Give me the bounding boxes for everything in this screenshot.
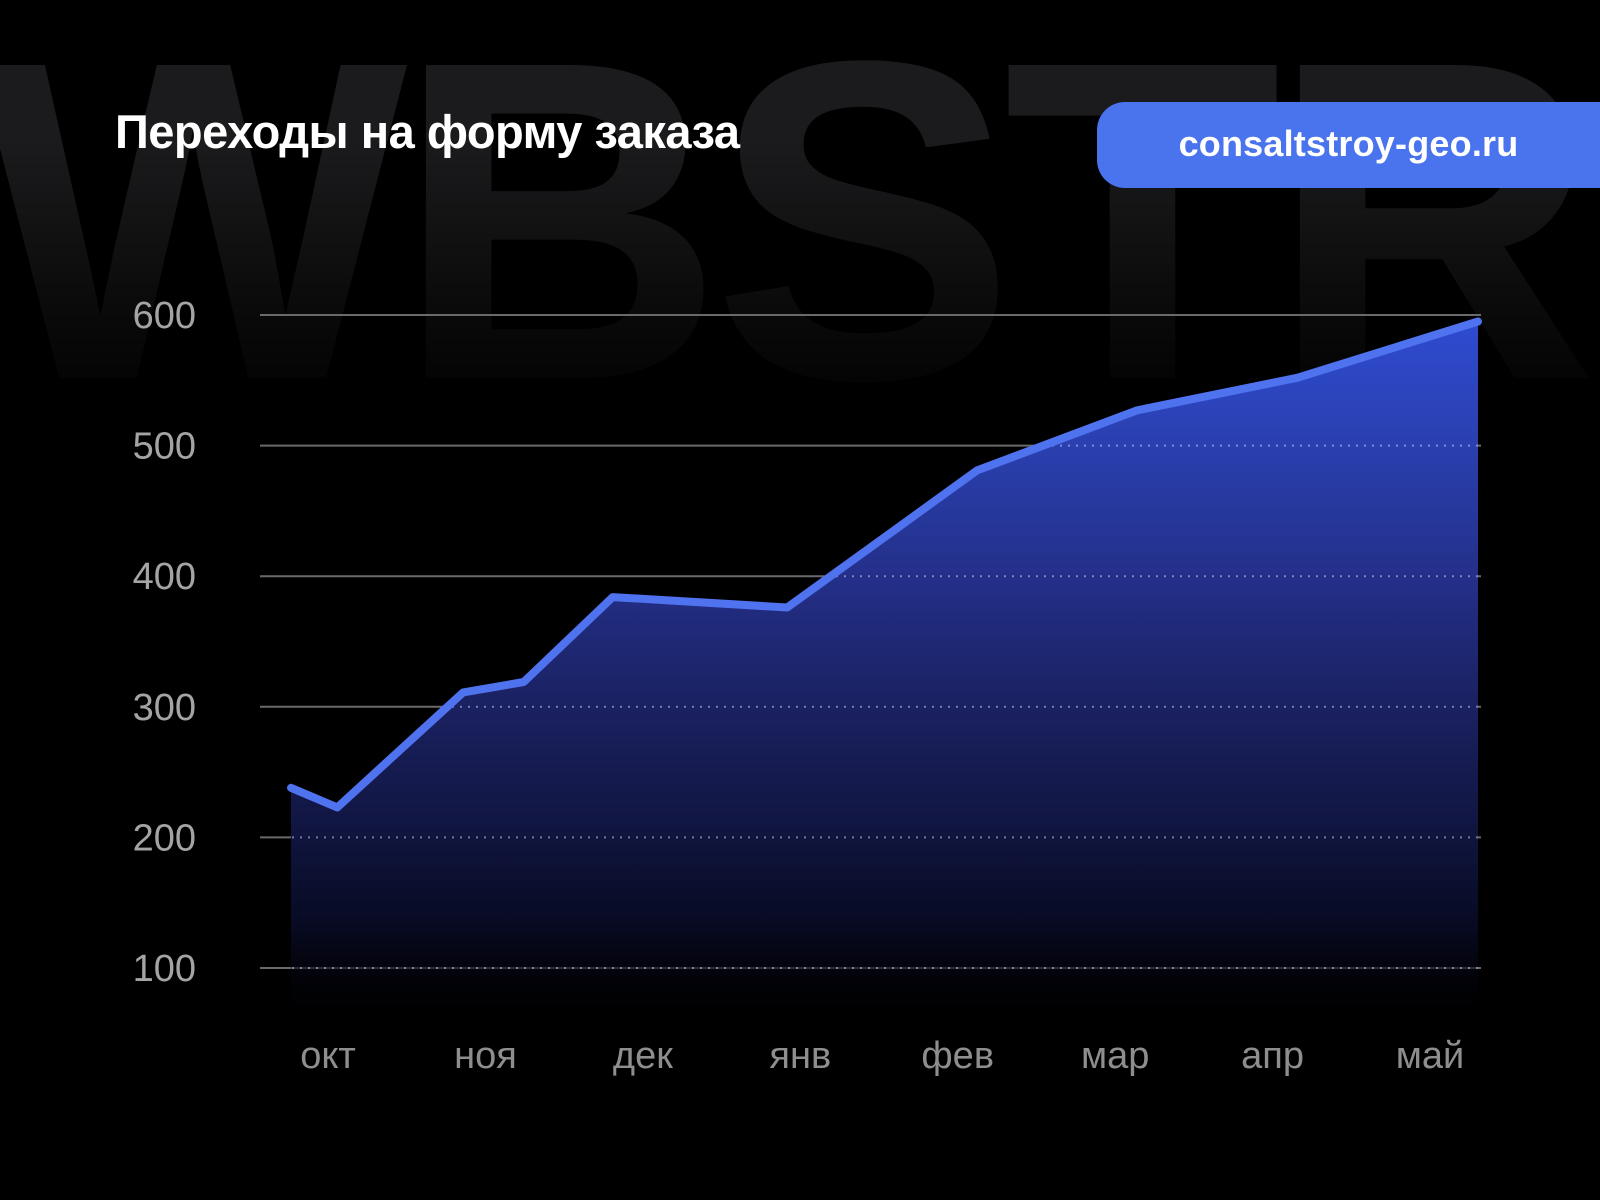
- area-fill: [291, 321, 1478, 1045]
- x-tick-янв: янв: [769, 1035, 831, 1077]
- trend-line: [287, 317, 1482, 812]
- domain-badge-label: consaltstroy-geo.ru: [1178, 123, 1519, 164]
- x-tick-дек: дек: [613, 1035, 673, 1077]
- page-title: Переходы на форму заказа: [115, 105, 740, 158]
- y-tick-300: 300: [133, 687, 196, 729]
- y-axis-labels: 600 500 400 300 200 100: [133, 295, 196, 990]
- x-tick-окт: окт: [300, 1035, 356, 1077]
- y-tick-200: 200: [133, 817, 196, 859]
- x-tick-мар: мар: [1081, 1035, 1149, 1077]
- x-tick-апр: апр: [1241, 1035, 1304, 1077]
- y-tick-100: 100: [133, 948, 196, 990]
- x-tick-май: май: [1396, 1035, 1465, 1077]
- x-tick-ноя: ноя: [454, 1035, 517, 1077]
- y-tick-600: 600: [133, 295, 196, 337]
- y-gridlines-dotted-overlay: [291, 444, 1478, 969]
- x-tick-фев: фев: [921, 1035, 994, 1077]
- y-tick-400: 400: [133, 556, 196, 598]
- y-tick-500: 500: [133, 426, 196, 468]
- domain-badge[interactable]: consaltstroy-geo.ru: [1097, 102, 1600, 188]
- x-axis-labels: окт ноя дек янв фев мар апр май: [300, 1035, 1464, 1077]
